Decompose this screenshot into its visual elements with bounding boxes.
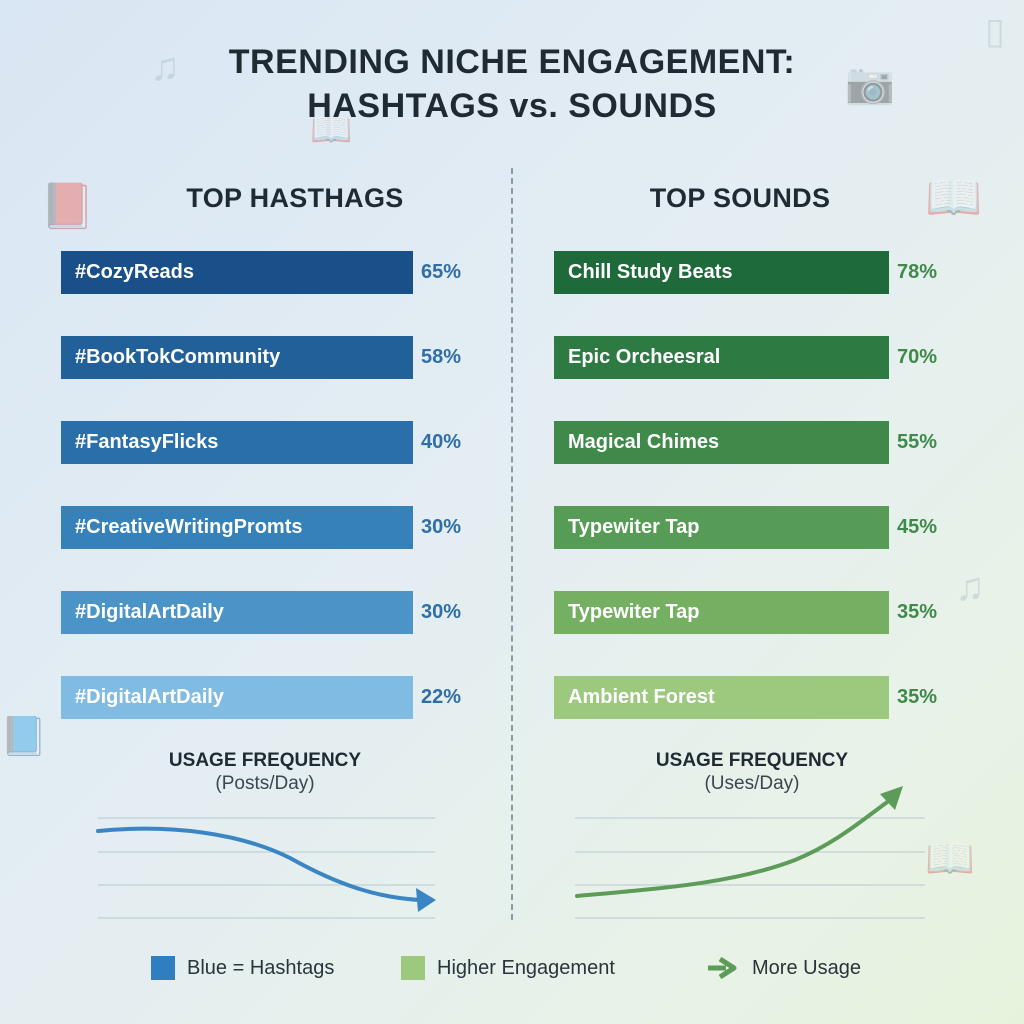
left-usage-title: USAGE FREQUENCY [168,750,362,771]
camera-icon: 📷 [845,62,895,106]
hashtags-heading: TOP HASTHAGS [186,183,404,213]
sound-bar: Magical Chimes [554,421,889,464]
hashtag-bar: #DigitalArtDaily [61,591,413,634]
tablet-icon: ▯ [985,10,1005,51]
hashtag-bar-row: #CozyReads 65% [0,251,1024,294]
sound-bar: Typewiter Tap [554,591,889,634]
hashtag-value-label: 65% [421,261,462,283]
hashtag-bar: #DigitalArtDaily [61,676,413,719]
legend-label: Higher Engagement [437,956,615,979]
hashtag-bar-row: #DigitalArtDaily 30% [0,591,1024,634]
hashtag-bar-row: #CreativeWritingPromts 30% [0,506,1024,549]
hashtag-bar-row: #FantasyFlicks 40% [0,421,1024,464]
hashtag-bar: #CozyReads [61,251,413,294]
decreasing-trend-line [96,826,422,902]
blue-swatch-icon [151,956,175,980]
sound-bar-row: Ambient Forest 35% [0,676,1024,719]
hashtag-value-label: 22% [421,686,462,708]
music-note-icon: ♫ [955,565,985,609]
legend-usage: More Usage [706,953,861,983]
increasing-trend-line [575,798,892,898]
sound-bar: Typewiter Tap [554,506,889,549]
hashtag-bar-row: #DigitalArtDaily 22% [0,676,1024,719]
legend-label: More Usage [752,956,861,979]
sounds-trend-chart [575,786,925,919]
hashtag-value-label: 30% [421,601,462,623]
sound-bar: Epic Orcheesral [554,336,889,379]
music-note-icon: ♫ [150,45,180,89]
title-line-2: HASHTAGS vs. SOUNDS [307,87,717,125]
sound-value-label: 35% [897,686,938,708]
book-icon: 📘 [0,716,48,758]
open-book-icon: 📖 [925,171,983,223]
sound-bar-row: Magical Chimes 55% [0,421,1024,464]
sound-bar-row: Chill Study Beats 78% [0,251,1024,294]
hashtag-value-label: 30% [421,516,462,538]
panel-divider [511,168,513,920]
hashtag-bar: #BookTokCommunity [61,336,413,379]
sound-bar: Ambient Forest [554,676,889,719]
hashtag-value-label: 40% [421,431,462,453]
right-usage-subtitle: (Uses/Day) [704,773,800,794]
hashtag-bar-row: #BookTokCommunity 58% [0,336,1024,379]
hashtag-bar: #CreativeWritingPromts [61,506,413,549]
page-title: TRENDING NICHE ENGAGEMENT: HASHTAGS vs. … [0,40,1024,128]
sound-value-label: 45% [897,516,938,538]
book-icon: 📕 [40,182,95,231]
open-book-icon: 📖 [925,837,975,881]
title-line-1: TRENDING NICHE ENGAGEMENT: [228,43,796,81]
legend-engagement: Higher Engagement [401,953,615,983]
legend-label: Blue = Hashtags [187,956,335,979]
trend-arrowhead [416,888,436,912]
legend-hashtags: Blue = Hashtags [151,953,334,983]
sound-value-label: 70% [897,346,938,368]
hashtag-value-label: 58% [421,346,462,368]
trend-arrowhead [880,786,903,810]
sound-value-label: 78% [897,261,938,283]
hashtag-bar: #FantasyFlicks [61,421,413,464]
sound-bar-row: Epic Orcheesral 70% [0,336,1024,379]
sound-bar-row: Typewiter Tap 45% [0,506,1024,549]
sound-value-label: 55% [897,431,938,453]
left-usage-subtitle: (Posts/Day) [215,773,315,794]
green-swatch-icon [401,956,425,980]
book-icon: 📖 [310,111,353,149]
arrow-right-icon [708,956,737,980]
sound-bar-row: Typewiter Tap 35% [0,591,1024,634]
hashtags-trend-chart [96,817,436,919]
sounds-heading: TOP SOUNDS [649,183,831,213]
sound-value-label: 35% [897,601,938,623]
right-usage-title: USAGE FREQUENCY [655,750,849,771]
sound-bar: Chill Study Beats [554,251,889,294]
